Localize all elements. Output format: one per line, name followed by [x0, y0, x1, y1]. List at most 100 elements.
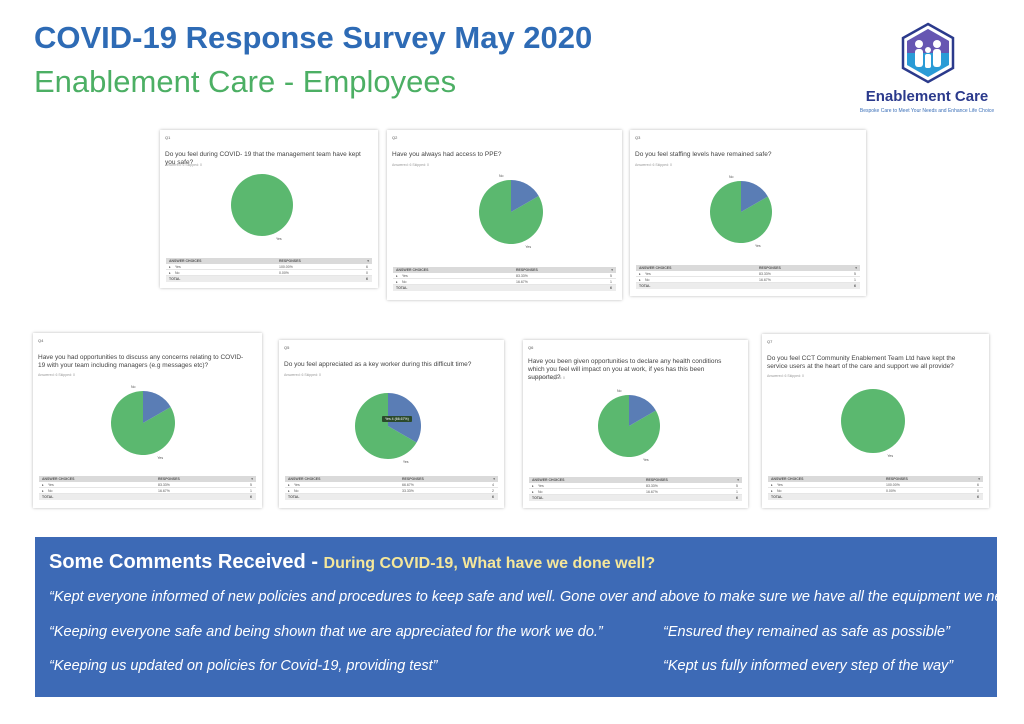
answer-choice: No [175, 271, 180, 275]
sort-chevron-icon[interactable]: ▾ [855, 266, 857, 270]
table-header: ANSWER CHOICES RESPONSES ▾ [166, 258, 372, 264]
table-header: ANSWER CHOICES RESPONSES ▾ [39, 476, 256, 482]
table-row: ▸ Yes 100.00% 6 [768, 482, 983, 488]
response-count: 5 [854, 272, 856, 276]
pie-slice-yes[interactable] [355, 393, 417, 459]
pie-slice-yes[interactable] [841, 389, 905, 453]
total-count: 6 [492, 495, 494, 499]
bullet-icon: ▸ [288, 489, 290, 493]
header-responses: RESPONSES [759, 266, 781, 270]
comments-heading: Some Comments Received - During COVID-19… [49, 551, 655, 574]
comment-quote: “Kept everyone informed of new policies … [49, 589, 1024, 605]
table-total-row: TOTAL 6 [393, 285, 616, 291]
chart-tooltip: Yes 4 (66.67%) [382, 416, 412, 422]
results-table: ANSWER CHOICES RESPONSES ▾ ▸ Yes 66.67% 4 ▸ No 33… [285, 476, 498, 500]
table-header: ANSWER CHOICES RESPONSES ▾ [393, 267, 616, 273]
pie-slice-no[interactable] [741, 181, 768, 212]
answer-choice: Yes [645, 272, 651, 276]
question-number: Q7 [767, 339, 773, 344]
question-panel: Q3 Do you feel staffing levels have remai… [630, 130, 866, 296]
bullet-icon: ▸ [42, 483, 44, 487]
response-percent: 16.67% [516, 280, 528, 284]
response-count: 6 [977, 483, 979, 487]
sort-chevron-icon[interactable]: ▾ [367, 259, 369, 263]
header-responses: RESPONSES [158, 477, 180, 481]
table-total-row: TOTAL 6 [285, 494, 498, 500]
bullet-icon: ▸ [396, 274, 398, 278]
sort-chevron-icon[interactable]: ▾ [978, 477, 980, 481]
answered-skipped: Answered: 6 Skipped: 0 [528, 376, 565, 380]
response-count: 1 [250, 489, 252, 493]
answer-choice: No [538, 490, 543, 494]
pie-chart [111, 391, 175, 455]
response-count: 0 [977, 489, 979, 493]
pie-slice-no[interactable] [511, 180, 539, 212]
table-total-row: TOTAL 6 [636, 283, 860, 289]
total-label: TOTAL [639, 284, 651, 288]
answer-choice: No [294, 489, 299, 493]
table-header: ANSWER CHOICES RESPONSES ▾ [529, 477, 742, 483]
sort-chevron-icon[interactable]: ▾ [493, 477, 495, 481]
comments-subtitle: During COVID-19, What have we done well? [323, 555, 656, 572]
header-responses: RESPONSES [516, 268, 538, 272]
sort-chevron-icon[interactable]: ▾ [251, 477, 253, 481]
header-answer-choices: ANSWER CHOICES [288, 477, 321, 481]
table-header: ANSWER CHOICES RESPONSES ▾ [285, 476, 498, 482]
bullet-icon: ▸ [532, 484, 534, 488]
question-text: Do you feel CCT Community Enablement Tea… [767, 355, 956, 370]
question-panel: Q1 Do you feel during COVID- 19 that the … [160, 130, 378, 288]
response-percent: 0.00% [279, 271, 289, 275]
answer-choice: Yes [175, 265, 181, 269]
total-label: TOTAL [396, 286, 408, 290]
pie-slice-yes[interactable] [231, 174, 293, 236]
question-number: Q1 [165, 135, 171, 140]
table-row: ▸ Yes 83.33% 5 [636, 271, 860, 277]
total-count: 6 [736, 496, 738, 500]
question-panel: Q7 Do you feel CCT Community Enablement T… [762, 334, 989, 508]
header-responses: RESPONSES [646, 478, 668, 482]
response-percent: 16.67% [646, 490, 658, 494]
response-count: 1 [610, 280, 612, 284]
pie-slice-no[interactable] [143, 391, 171, 423]
table-total-row: TOTAL 6 [529, 495, 742, 501]
results-table: ANSWER CHOICES RESPONSES ▾ ▸ Yes 83.33% 5 ▸ No 16… [393, 267, 616, 291]
total-count: 6 [610, 286, 612, 290]
response-count: 2 [492, 489, 494, 493]
table-row: ▸ No 0.00% 0 [166, 270, 372, 276]
table-row: ▸ No 16.67% 1 [529, 489, 742, 495]
response-percent: 66.67% [402, 483, 414, 487]
pie-slice-no[interactable] [629, 395, 656, 426]
answer-choice: No [645, 278, 650, 282]
answer-choice: Yes [538, 484, 544, 488]
sort-chevron-icon[interactable]: ▾ [737, 478, 739, 482]
comments-section: Some Comments Received - During COVID-19… [35, 537, 1024, 697]
answered-skipped: Answered: 6 Skipped: 0 [635, 163, 672, 167]
answered-skipped: Answered: 6 Skipped: 0 [38, 373, 75, 377]
logo-tagline: Bespoke Care to Meet Your Needs and Enha… [859, 108, 995, 114]
question-text: Have you been given opportunities to dec… [528, 358, 722, 381]
response-count: 5 [736, 484, 738, 488]
answer-choice: No [777, 489, 782, 493]
header-answer-choices: ANSWER CHOICES [639, 266, 672, 270]
pie-chart [231, 174, 293, 236]
total-count: 6 [854, 284, 856, 288]
header-answer-choices: ANSWER CHOICES [532, 478, 565, 482]
bullet-icon: ▸ [396, 280, 398, 284]
results-table: ANSWER CHOICES RESPONSES ▾ ▸ Yes 100.00% 6 ▸ No 0… [166, 258, 372, 282]
question-number: Q3 [635, 135, 641, 140]
sort-chevron-icon[interactable]: ▾ [611, 268, 613, 272]
total-label: TOTAL [169, 277, 181, 281]
bullet-icon: ▸ [532, 490, 534, 494]
header-answer-choices: ANSWER CHOICES [42, 477, 75, 481]
pie-label-yes: Yes [642, 458, 649, 462]
pie-label-yes: Yes [525, 245, 532, 249]
bullet-icon: ▸ [169, 271, 171, 275]
total-count: 6 [366, 277, 368, 281]
pie-label-yes: Yes [887, 454, 894, 458]
table-row: ▸ No 16.67% 1 [636, 277, 860, 283]
response-percent: 100.00% [886, 483, 900, 487]
total-label: TOTAL [42, 495, 54, 499]
pie-chart [479, 180, 543, 244]
table-row: ▸ No 16.67% 1 [393, 279, 616, 285]
question-text: Do you feel appreciated as a key worker … [284, 361, 472, 368]
